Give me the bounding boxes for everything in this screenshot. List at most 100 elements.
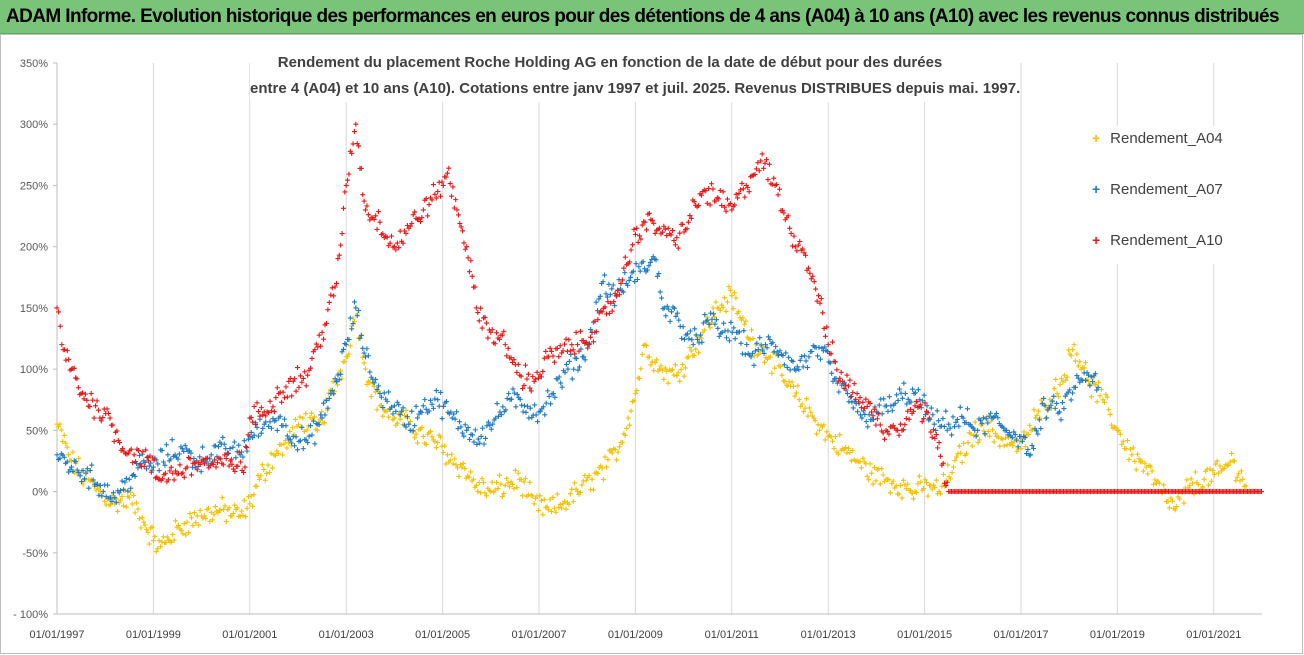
data-point-fill (275, 451, 281, 457)
data-point-fill (55, 424, 61, 430)
data-point-fill (559, 350, 565, 356)
data-point-fill (168, 456, 174, 462)
data-point-fill (978, 417, 984, 423)
data-point-fill (439, 179, 445, 185)
data-point-fill (178, 444, 184, 450)
data-point-fill (479, 476, 485, 482)
y-tick-label: 250% (20, 180, 48, 192)
data-point-fill (1011, 439, 1017, 445)
data-point-fill (156, 538, 162, 544)
data-point-fill (168, 464, 174, 470)
data-point-fill (577, 328, 583, 334)
data-point-fill (524, 376, 530, 382)
data-point-fill (221, 441, 227, 447)
data-point-fill (390, 244, 396, 250)
data-point-fill (992, 413, 998, 419)
data-point-fill (739, 351, 745, 357)
data-point-fill (338, 371, 344, 377)
data-point-fill (200, 444, 206, 450)
data-point-fill (304, 427, 310, 433)
data-point-fill (161, 459, 167, 465)
data-point-fill (163, 540, 169, 546)
data-point-fill (717, 188, 723, 194)
data-point-fill (686, 336, 692, 342)
data-point-fill (549, 509, 555, 515)
data-point-fill (877, 422, 883, 428)
data-point-fill (462, 422, 468, 428)
data-point-fill (211, 511, 217, 517)
data-point-fill (212, 457, 218, 463)
data-point-fill (108, 501, 114, 507)
data-point-fill (1077, 359, 1083, 365)
data-point (869, 409, 875, 415)
data-point-fill (733, 295, 739, 301)
data-point-fill (364, 382, 370, 388)
data-point-fill (509, 396, 515, 402)
data-point-fill (142, 459, 148, 465)
data-point-fill (662, 365, 668, 371)
data-point-fill (360, 192, 366, 198)
data-point-fill (956, 443, 962, 449)
data-point-fill (148, 469, 154, 475)
data-point-fill (828, 351, 834, 357)
data-point-fill (1027, 422, 1033, 428)
data-point-fill (88, 391, 94, 397)
data-point-fill (1068, 397, 1074, 403)
data-point-fill (115, 508, 121, 514)
data-point-fill (511, 486, 517, 492)
data-point-fill (545, 388, 551, 394)
data-point-fill (162, 470, 168, 476)
data-point (247, 501, 253, 507)
data-point-fill (908, 487, 914, 493)
data-point-fill (710, 311, 716, 317)
data-point (170, 531, 176, 537)
data-point-fill (817, 356, 823, 362)
data-point-fill (135, 506, 141, 512)
data-point-fill (563, 506, 569, 512)
data-point-fill (611, 299, 617, 305)
data-point-fill (67, 367, 73, 373)
data-point (146, 458, 152, 464)
data-point-fill (96, 486, 102, 492)
data-point-fill (739, 180, 745, 186)
data-point-fill (873, 478, 879, 484)
data-point-fill (436, 403, 442, 409)
y-tick-label: 50% (26, 425, 48, 437)
data-point (459, 464, 465, 470)
data-point-fill (258, 405, 264, 411)
data-point-fill (813, 286, 819, 292)
data-point-fill (963, 420, 969, 426)
data-point (1240, 476, 1246, 482)
data-point-fill (115, 437, 121, 443)
data-point-fill (576, 364, 582, 370)
data-point-fill (619, 439, 625, 445)
data-point-fill (511, 357, 517, 363)
data-point (830, 378, 836, 384)
data-point-fill (835, 378, 841, 384)
data-point (854, 391, 860, 397)
data-point (362, 366, 368, 372)
data-point-fill (908, 399, 914, 405)
data-point (334, 378, 340, 384)
data-point-fill (919, 419, 925, 425)
data-point-fill (979, 420, 985, 426)
data-point-fill (709, 316, 715, 322)
data-point-fill (641, 219, 647, 225)
data-point-fill (525, 371, 531, 377)
data-point-fill (1103, 391, 1109, 397)
data-point-fill (619, 277, 625, 283)
data-point-fill (310, 418, 316, 424)
data-point-fill (593, 329, 599, 335)
data-point-fill (82, 391, 88, 397)
data-point-fill (1109, 422, 1115, 428)
data-point-fill (569, 342, 575, 348)
data-point-fill (368, 394, 374, 400)
data-point-fill (899, 495, 905, 501)
data-point-fill (238, 459, 244, 465)
data-point (637, 268, 643, 274)
data-point-fill (375, 209, 381, 215)
data-point-fill (781, 210, 787, 216)
data-point-fill (451, 411, 457, 417)
data-point-fill (443, 461, 449, 467)
data-point (223, 446, 229, 452)
